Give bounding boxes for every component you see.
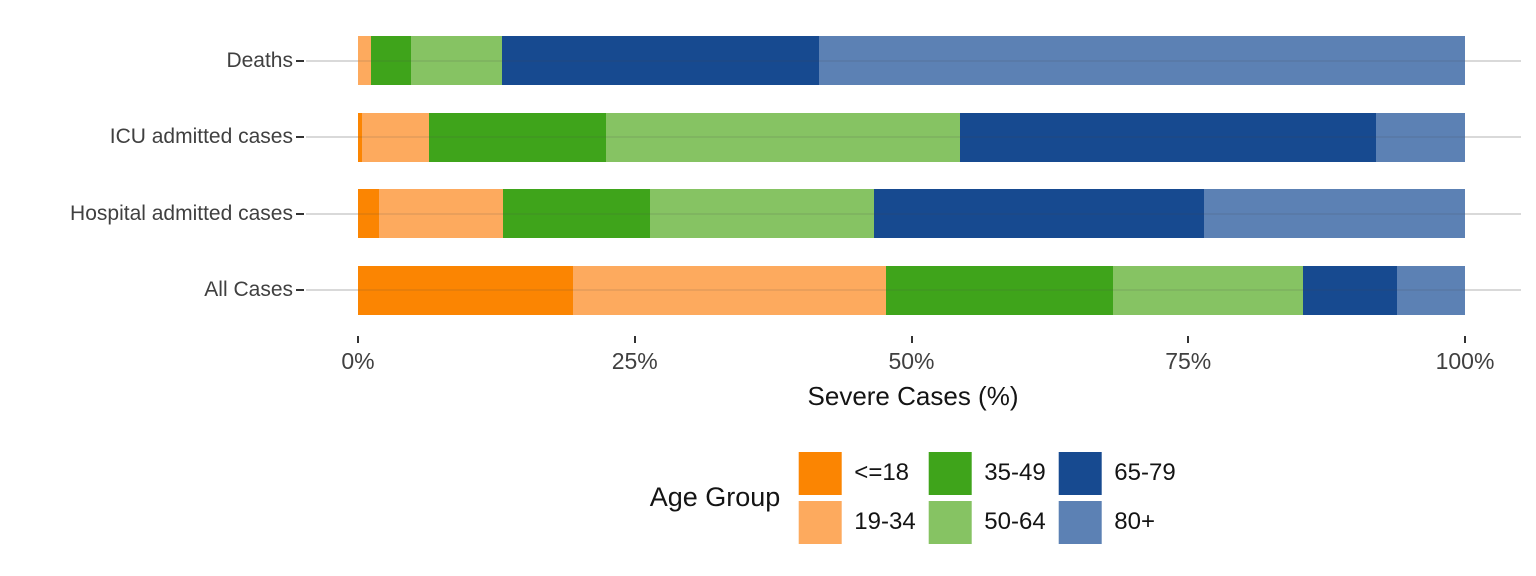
bar-gridline-overlay xyxy=(358,136,1465,138)
bar-segment-80+ xyxy=(1203,189,1465,238)
legend-item-label: 50-64 xyxy=(984,508,1046,535)
legend-item-label: 80+ xyxy=(1114,508,1156,535)
legend-grid: <=18 19-34 35-49 50-64 65-79 80+ xyxy=(798,451,1176,544)
legend-item-label: 35-49 xyxy=(984,459,1046,486)
legend-key-swatch xyxy=(1058,451,1102,495)
x-axis-tick xyxy=(633,336,636,343)
legend-item-65-79: 65-79 xyxy=(1058,451,1176,495)
bar-segment-<=18 xyxy=(358,112,363,162)
legend-key-swatch xyxy=(798,451,842,495)
legend: Age Group <=18 19-34 35-49 50-64 65-79 80+ xyxy=(650,451,1177,544)
bar-segment-80+ xyxy=(1376,112,1465,162)
x-axis-title: Severe Cases (%) xyxy=(807,381,1019,411)
legend-key-swatch xyxy=(928,451,972,495)
bar-segment-65-79 xyxy=(501,36,819,85)
legend-key-swatch xyxy=(1058,500,1102,544)
y-axis-label: Deaths xyxy=(226,48,293,72)
bar-segment-35-49 xyxy=(428,112,606,162)
bar-segment-35-49 xyxy=(886,265,1113,315)
bar-segment-65-79 xyxy=(1303,265,1398,315)
legend-key-swatch xyxy=(798,500,842,544)
bar-segment-50-64 xyxy=(411,36,502,85)
x-axis-tick-label: 25% xyxy=(611,348,658,374)
legend-item-label: 65-79 xyxy=(1114,459,1176,486)
legend-item-80+: 80+ xyxy=(1058,500,1176,544)
legend-item-label: <=18 xyxy=(854,459,910,486)
y-axis-tick xyxy=(296,212,304,215)
legend-item-label: 19-34 xyxy=(854,508,916,535)
bar-segment-19-34 xyxy=(358,36,372,85)
y-axis-label: Hospital admitted cases xyxy=(70,201,293,225)
bar-segment-19-34 xyxy=(362,112,429,162)
x-axis-tick-label: 100% xyxy=(1435,348,1495,374)
bar-segment-<=18 xyxy=(358,189,380,238)
x-axis-tick xyxy=(1187,336,1190,343)
x-axis-tick xyxy=(910,336,913,343)
bar-segment-19-34 xyxy=(572,265,887,315)
bar-gridline-overlay xyxy=(358,212,1465,215)
bar-segment-35-49 xyxy=(503,189,651,238)
x-axis-tick xyxy=(1464,336,1466,343)
legend-title: Age Group xyxy=(649,482,781,512)
legend-key-swatch xyxy=(928,500,972,544)
y-axis-label: All Cases xyxy=(204,278,293,301)
x-axis-tick-label: 0% xyxy=(341,348,375,374)
bar-gridline-overlay xyxy=(358,289,1465,291)
y-axis-tick xyxy=(296,289,304,291)
bar-segment-50-64 xyxy=(650,189,874,238)
bar-segment-80+ xyxy=(818,36,1465,85)
bar-gridline-overlay xyxy=(358,59,1465,62)
legend-item-35-49: 35-49 xyxy=(928,451,1046,495)
bar-segment-50-64 xyxy=(605,112,961,162)
bar-segment-<=18 xyxy=(358,265,573,315)
x-axis-tick-label: 50% xyxy=(888,348,935,374)
bar-segment-80+ xyxy=(1397,265,1465,315)
bar-segment-50-64 xyxy=(1112,265,1304,315)
legend-item-50-64: 50-64 xyxy=(928,500,1046,544)
x-axis-tick xyxy=(357,336,359,343)
y-axis-tick xyxy=(296,59,304,62)
y-axis-label: ICU admitted cases xyxy=(109,125,293,148)
bar-segment-65-79 xyxy=(873,189,1204,238)
legend-item-<=18: <=18 xyxy=(798,451,916,495)
y-axis-tick xyxy=(296,136,304,138)
x-axis-tick-label: 75% xyxy=(1165,348,1212,374)
bar-segment-35-49 xyxy=(371,36,412,85)
legend-item-19-34: 19-34 xyxy=(798,500,916,544)
bar-segment-65-79 xyxy=(960,112,1377,162)
bar-segment-19-34 xyxy=(379,189,503,238)
